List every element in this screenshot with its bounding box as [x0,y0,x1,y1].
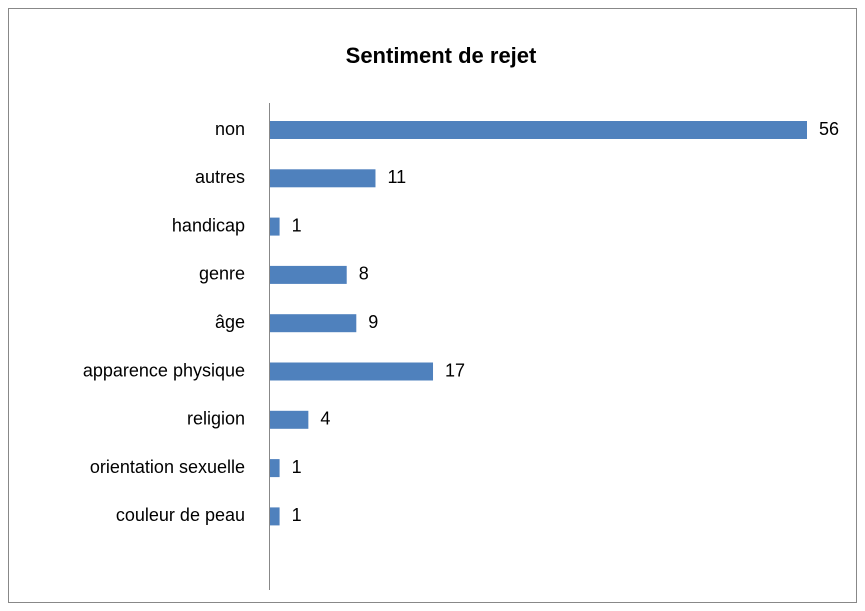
bar [270,169,376,188]
value-label: 11 [387,167,406,187]
category-label: couleur de peau [116,505,245,525]
value-label: 4 [320,409,330,429]
bar [270,314,357,333]
value-label: 9 [368,312,378,332]
category-label: handicap [172,215,245,235]
category-label: genre [199,264,245,284]
category-label: orientation sexuelle [90,457,245,477]
bar [270,265,347,284]
chart-frame [8,8,857,603]
bar [270,459,280,478]
bar [270,121,807,139]
bar [270,507,280,526]
value-label: 1 [292,457,302,477]
bar [270,217,280,236]
value-label: 56 [819,119,839,139]
category-label: âge [215,312,245,332]
bar [270,362,434,381]
category-label: religion [187,409,245,429]
bar [270,410,309,429]
value-label: 1 [292,215,302,235]
category-label: apparence physique [83,360,245,380]
value-label: 17 [445,360,465,380]
category-label: non [215,119,245,139]
chart-title: Sentiment de rejet [346,43,537,68]
category-label: autres [195,167,245,187]
value-label: 8 [359,264,369,284]
value-label: 1 [292,505,302,525]
